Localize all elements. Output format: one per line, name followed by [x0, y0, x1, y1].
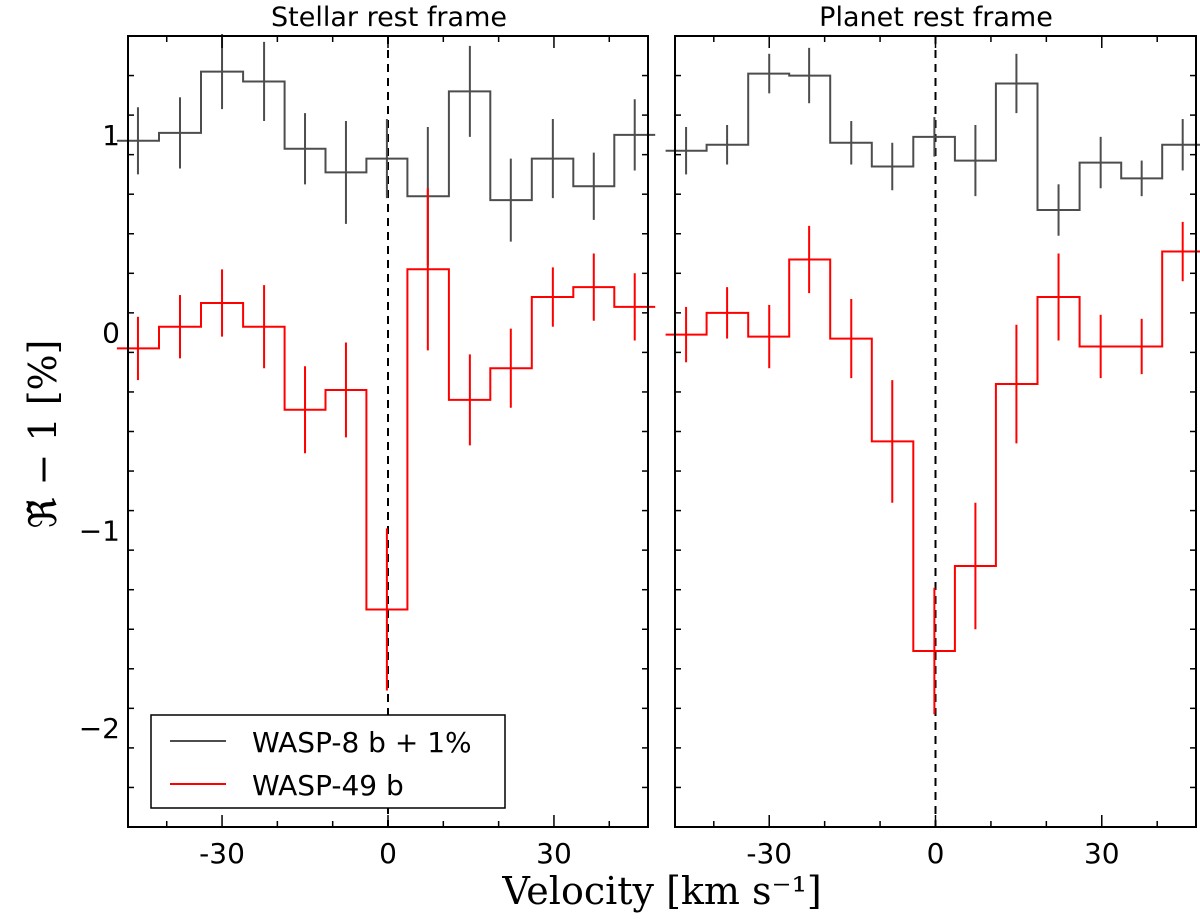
legend-box [150, 714, 506, 809]
panel-title-right: Planet rest frame [819, 2, 1053, 33]
x-tick-label: 30 [536, 837, 572, 870]
legend: WASP-8 b + 1% WASP-49 b [150, 714, 506, 809]
panel-title-left: Stellar rest frame [271, 2, 507, 33]
y-tick-label: −1 [79, 514, 120, 547]
x-tick-label: 30 [1084, 837, 1120, 870]
y-tick-label: 0 [102, 317, 120, 350]
y-tick-label: −2 [79, 712, 120, 745]
legend-label-wasp49: WASP-49 b [252, 769, 404, 802]
series-step-wasp-49-b [665, 250, 1200, 652]
x-tick-label: 0 [927, 837, 945, 870]
x-tick-label: -30 [746, 837, 792, 870]
y-tick-label: 1 [102, 119, 120, 152]
panel-stellar-rest-frame: 1 0 −1 −2 -30 0 30 [79, 34, 656, 870]
panel-planet-rest-frame: -30 0 30 [665, 35, 1200, 870]
series-step-wasp-8-b-1 [665, 72, 1200, 211]
y-axis-label: ℜ̃ − 1 [%] [21, 340, 65, 529]
legend-label-wasp8: WASP-8 b + 1% [252, 726, 472, 759]
x-tick-label: -30 [199, 837, 245, 870]
x-axis-label: Velocity [km s⁻¹] [501, 869, 821, 913]
x-tick-label: 0 [379, 837, 397, 870]
